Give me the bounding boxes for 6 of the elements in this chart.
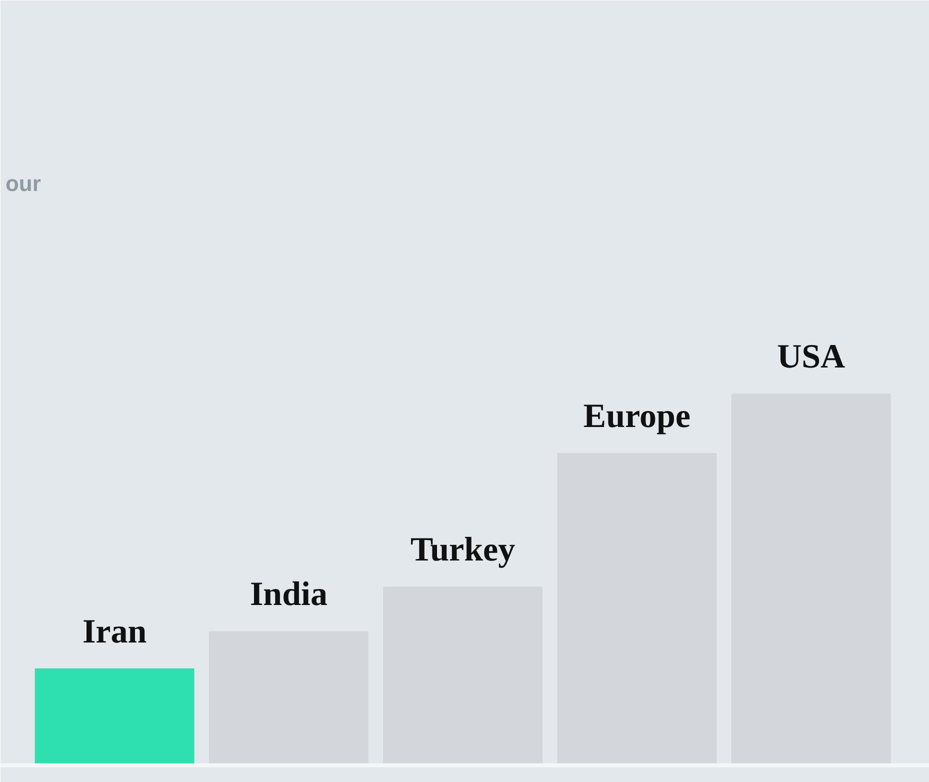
x-tick-label: Europe [583,398,691,435]
x-tick-label: Turkey [410,532,516,569]
x-tick-label: Iran [82,613,147,650]
text: our [5,170,42,196]
x-tick-label: USA [777,338,846,376]
x-tick-label: India [250,576,328,614]
